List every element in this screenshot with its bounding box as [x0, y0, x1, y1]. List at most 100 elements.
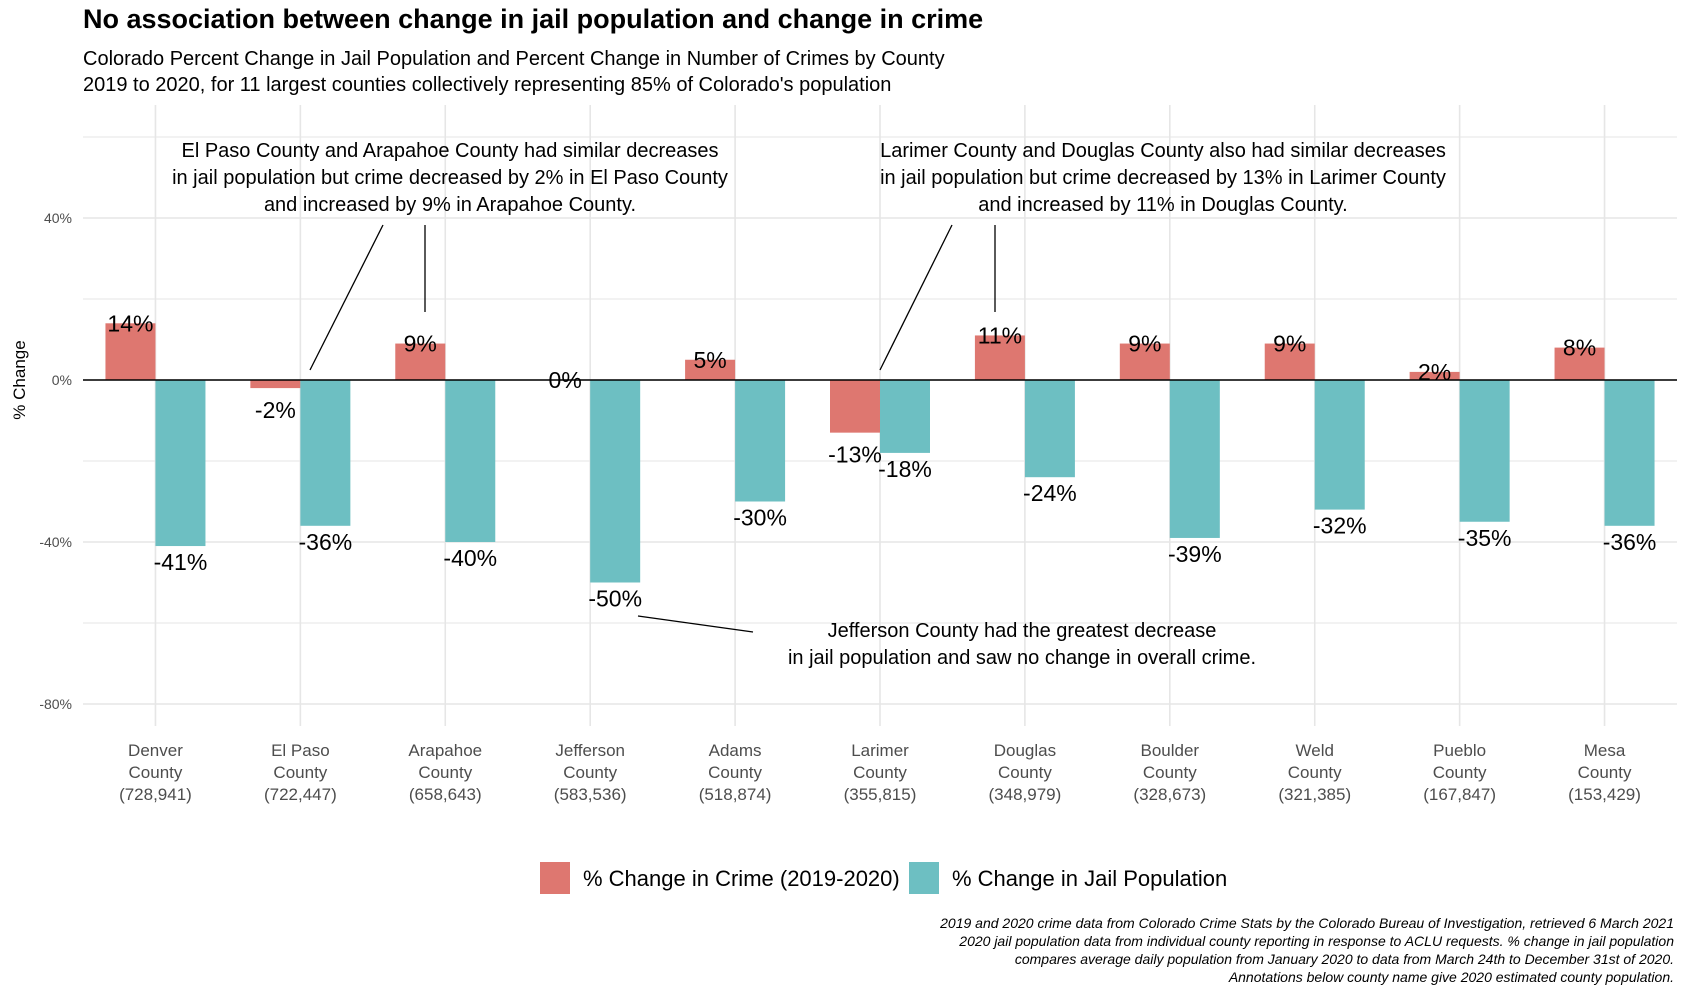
crime-data-label: 8% [1563, 335, 1596, 361]
legend-label-jail: % Change in Jail Population [952, 866, 1227, 891]
x-tick-label: County [1433, 763, 1487, 782]
x-tick-label: El Paso [271, 741, 330, 760]
crime-bar [685, 359, 736, 380]
jail-data-label: -18% [878, 456, 932, 482]
jail-bar [590, 380, 641, 583]
jail-data-label: -36% [299, 529, 353, 555]
crime-bar [1554, 347, 1605, 380]
chart-title: No association between change in jail po… [83, 4, 984, 34]
jail-bar [1169, 380, 1220, 538]
jail-bar [735, 380, 786, 502]
crime-data-label: 11% [978, 322, 1022, 348]
crime-data-label: 9% [1273, 331, 1306, 357]
x-tick-label: (728,941) [119, 785, 192, 804]
crime-bar [1264, 343, 1315, 380]
x-tick-label: (722,447) [264, 785, 337, 804]
x-tick-label: County [1143, 763, 1197, 782]
x-tick-label: (658,643) [409, 785, 482, 804]
chart-caption: 2019 and 2020 crime data from Colorado C… [940, 914, 1674, 986]
caption-line: Annotations below county name give 2020 … [1228, 969, 1674, 985]
crime-bar [105, 323, 156, 380]
crime-data-label: 9% [404, 331, 437, 357]
crime-bar [250, 380, 301, 389]
crime-data-label: 2% [1418, 359, 1451, 385]
y-tick-label: -40% [39, 534, 72, 550]
legend-label-crime: % Change in Crime (2019-2020) [583, 866, 900, 891]
jail-bar [445, 380, 496, 542]
caption-line: compares average daily population from J… [1014, 951, 1674, 967]
x-tick-label: Arapahoe [408, 741, 482, 760]
jail-data-label: -50% [588, 586, 642, 612]
x-tick-label: (583,536) [554, 785, 627, 804]
x-tick-label: Mesa [1584, 741, 1626, 760]
x-tick-label: County [129, 763, 183, 782]
annotation-connector [879, 224, 953, 371]
x-tick-label: Larimer [851, 741, 909, 760]
x-tick-label: County [418, 763, 472, 782]
y-tick-label: 40% [44, 210, 72, 226]
x-tick-label: Jefferson [555, 741, 625, 760]
x-tick-label: Adams [709, 741, 762, 760]
crime-data-label: 14% [107, 310, 153, 336]
jail-bar [1459, 380, 1510, 522]
chart-subtitle: Colorado Percent Change in Jail Populati… [83, 46, 945, 98]
x-tick-label: Pueblo [1433, 741, 1486, 760]
crime-data-label: -2% [255, 397, 296, 423]
crime-data-label: 9% [1128, 331, 1161, 357]
crime-data-label: -13% [828, 442, 882, 468]
annotation-text: and increased by 9% in Arapahoe County. [264, 194, 636, 216]
jail-data-label: -24% [1023, 480, 1077, 506]
x-tick-label: Weld [1296, 741, 1334, 760]
legend-swatch-crime [540, 862, 570, 894]
bar-chart: 40% 0% -40% -80% % Change 14% -41% -2% -36% 9% -40… [10, 105, 1677, 894]
jail-data-label: -40% [443, 545, 497, 571]
x-tick-label: County [998, 763, 1052, 782]
jail-data-label: -30% [733, 505, 787, 531]
x-tick-label: County [1578, 763, 1632, 782]
jail-bar [1604, 380, 1655, 526]
crime-bar [974, 335, 1025, 380]
jail-data-label: -36% [1603, 529, 1657, 555]
y-axis-title: % Change [10, 340, 29, 419]
annotation-text: in jail population and saw no change in … [788, 647, 1256, 669]
x-tick-label: County [563, 763, 617, 782]
x-tick-label: (328,673) [1133, 785, 1206, 804]
jail-bar [300, 380, 351, 526]
x-tick-label: (321,385) [1278, 785, 1351, 804]
x-tick-label: (167,847) [1423, 785, 1496, 804]
caption-line: 2019 and 2020 crime data from Colorado C… [940, 915, 1674, 931]
crime-bar [830, 380, 880, 433]
crime-bar [1409, 371, 1460, 380]
annotation-text: Jefferson County had the greatest decrea… [828, 620, 1217, 642]
annotation-connector [309, 224, 384, 371]
crime-data-label: 0% [549, 367, 582, 393]
annotation-text: in jail population but crime decreased b… [880, 167, 1446, 189]
subtitle-line: 2019 to 2020, for 11 largest counties co… [83, 74, 892, 96]
jail-data-label: -39% [1168, 541, 1222, 567]
x-tick-label: County [273, 763, 327, 782]
annotation-text: Larimer County and Douglas County also h… [880, 140, 1446, 162]
x-tick-label: (518,874) [699, 785, 772, 804]
annotation-text: in jail population but crime decreased b… [172, 167, 728, 189]
jail-bar [1024, 380, 1075, 478]
caption-line: 2020 jail population data from individua… [959, 933, 1674, 949]
jail-data-label: -35% [1458, 525, 1512, 551]
x-tick-label: (348,979) [989, 785, 1062, 804]
crime-bar [1119, 343, 1170, 380]
jail-data-label: -32% [1313, 513, 1367, 539]
crime-data-label: 5% [693, 347, 726, 373]
subtitle-line: Colorado Percent Change in Jail Populati… [83, 48, 945, 70]
annotation-text: El Paso County and Arapahoe County had s… [182, 140, 719, 162]
legend-swatch-jail [909, 862, 939, 894]
annotation-connector [637, 615, 754, 633]
annotation-text: and increased by 11% in Douglas County. [978, 194, 1347, 216]
x-tick-label: County [853, 763, 907, 782]
jail-bar [880, 380, 930, 453]
x-tick-label: (153,429) [1568, 785, 1641, 804]
x-tick-label: County [708, 763, 762, 782]
x-tick-label: Boulder [1141, 741, 1200, 760]
x-tick-label: Douglas [994, 741, 1056, 760]
y-tick-label: 0% [52, 372, 72, 388]
jail-bar [1314, 380, 1365, 510]
y-tick-label: -80% [39, 696, 72, 712]
